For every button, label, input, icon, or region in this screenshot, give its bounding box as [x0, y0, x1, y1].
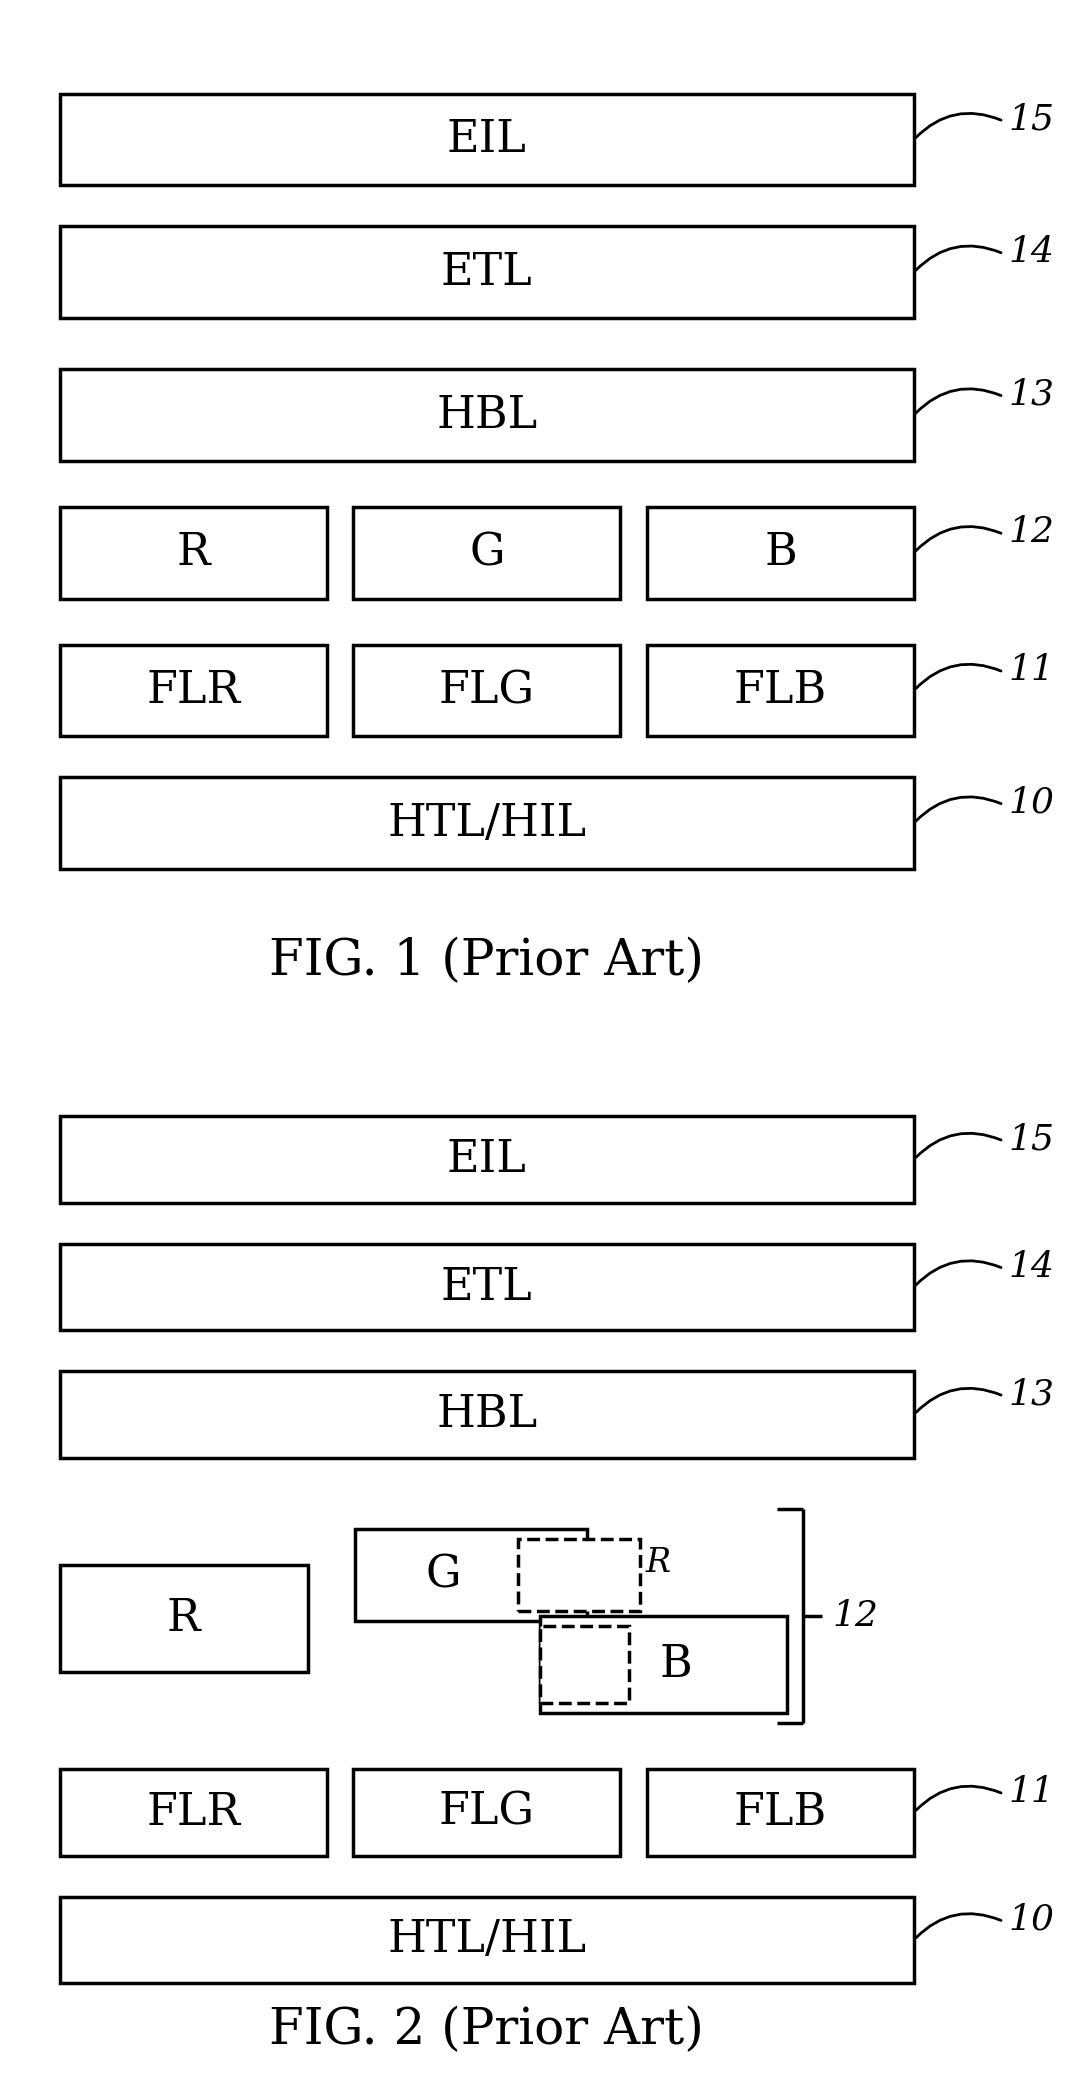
Bar [60, 1372, 914, 1457]
Text: 11: 11 [1009, 654, 1055, 687]
Text: R: R [645, 1547, 671, 1578]
Bar [647, 645, 914, 737]
Text: HTL/HIL: HTL/HIL [387, 802, 586, 845]
Bar [518, 1539, 640, 1611]
Text: 14: 14 [1009, 1249, 1055, 1285]
Bar [60, 1897, 914, 1984]
Text: FLB: FLB [734, 1791, 827, 1834]
Bar [353, 506, 620, 600]
Text: 13: 13 [1009, 1376, 1055, 1412]
Text: EIL: EIL [446, 1139, 527, 1180]
Bar [60, 645, 327, 737]
Text: HBL: HBL [437, 1393, 538, 1437]
Bar [353, 645, 620, 737]
Text: 14: 14 [1009, 235, 1055, 269]
Text: HTL/HIL: HTL/HIL [387, 1918, 586, 1961]
Bar [60, 369, 914, 460]
Text: FLR: FLR [146, 1791, 240, 1834]
Text: ETL: ETL [441, 1266, 532, 1310]
Text: FLB: FLB [734, 668, 827, 712]
Text: HBL: HBL [437, 393, 538, 437]
Bar [353, 1770, 620, 1855]
Text: FLR: FLR [146, 668, 240, 712]
Bar [647, 1770, 914, 1855]
Text: G: G [425, 1553, 461, 1597]
Bar [647, 506, 914, 600]
Text: 12: 12 [833, 1599, 879, 1632]
Bar [60, 227, 914, 319]
Bar [60, 506, 327, 600]
Text: 10: 10 [1009, 785, 1055, 820]
Text: FLG: FLG [439, 1791, 534, 1834]
Bar [60, 777, 914, 868]
Text: B: B [764, 531, 797, 575]
Text: 10: 10 [1009, 1903, 1055, 1936]
Text: R: R [176, 531, 210, 575]
Text: ETL: ETL [441, 250, 532, 294]
Bar [355, 1530, 587, 1622]
Bar [60, 1116, 914, 1203]
Text: G: G [469, 531, 504, 575]
Text: FLG: FLG [439, 668, 534, 712]
Bar [60, 94, 914, 185]
Text: 13: 13 [1009, 377, 1055, 412]
Bar [60, 1770, 327, 1855]
Text: FIG. 1 (Prior Art): FIG. 1 (Prior Art) [269, 937, 704, 987]
Text: 15: 15 [1009, 1122, 1055, 1156]
Text: R: R [166, 1597, 201, 1641]
Text: B: B [660, 1643, 692, 1686]
Text: 11: 11 [1009, 1776, 1055, 1809]
Text: 12: 12 [1009, 516, 1055, 550]
Text: EIL: EIL [446, 119, 527, 160]
Bar [540, 1616, 788, 1713]
Bar [60, 1243, 914, 1330]
Text: 15: 15 [1009, 102, 1055, 135]
Text: FIG. 2 (Prior Art): FIG. 2 (Prior Art) [269, 2005, 704, 2055]
Bar [60, 1566, 308, 1672]
Bar [540, 1626, 629, 1703]
